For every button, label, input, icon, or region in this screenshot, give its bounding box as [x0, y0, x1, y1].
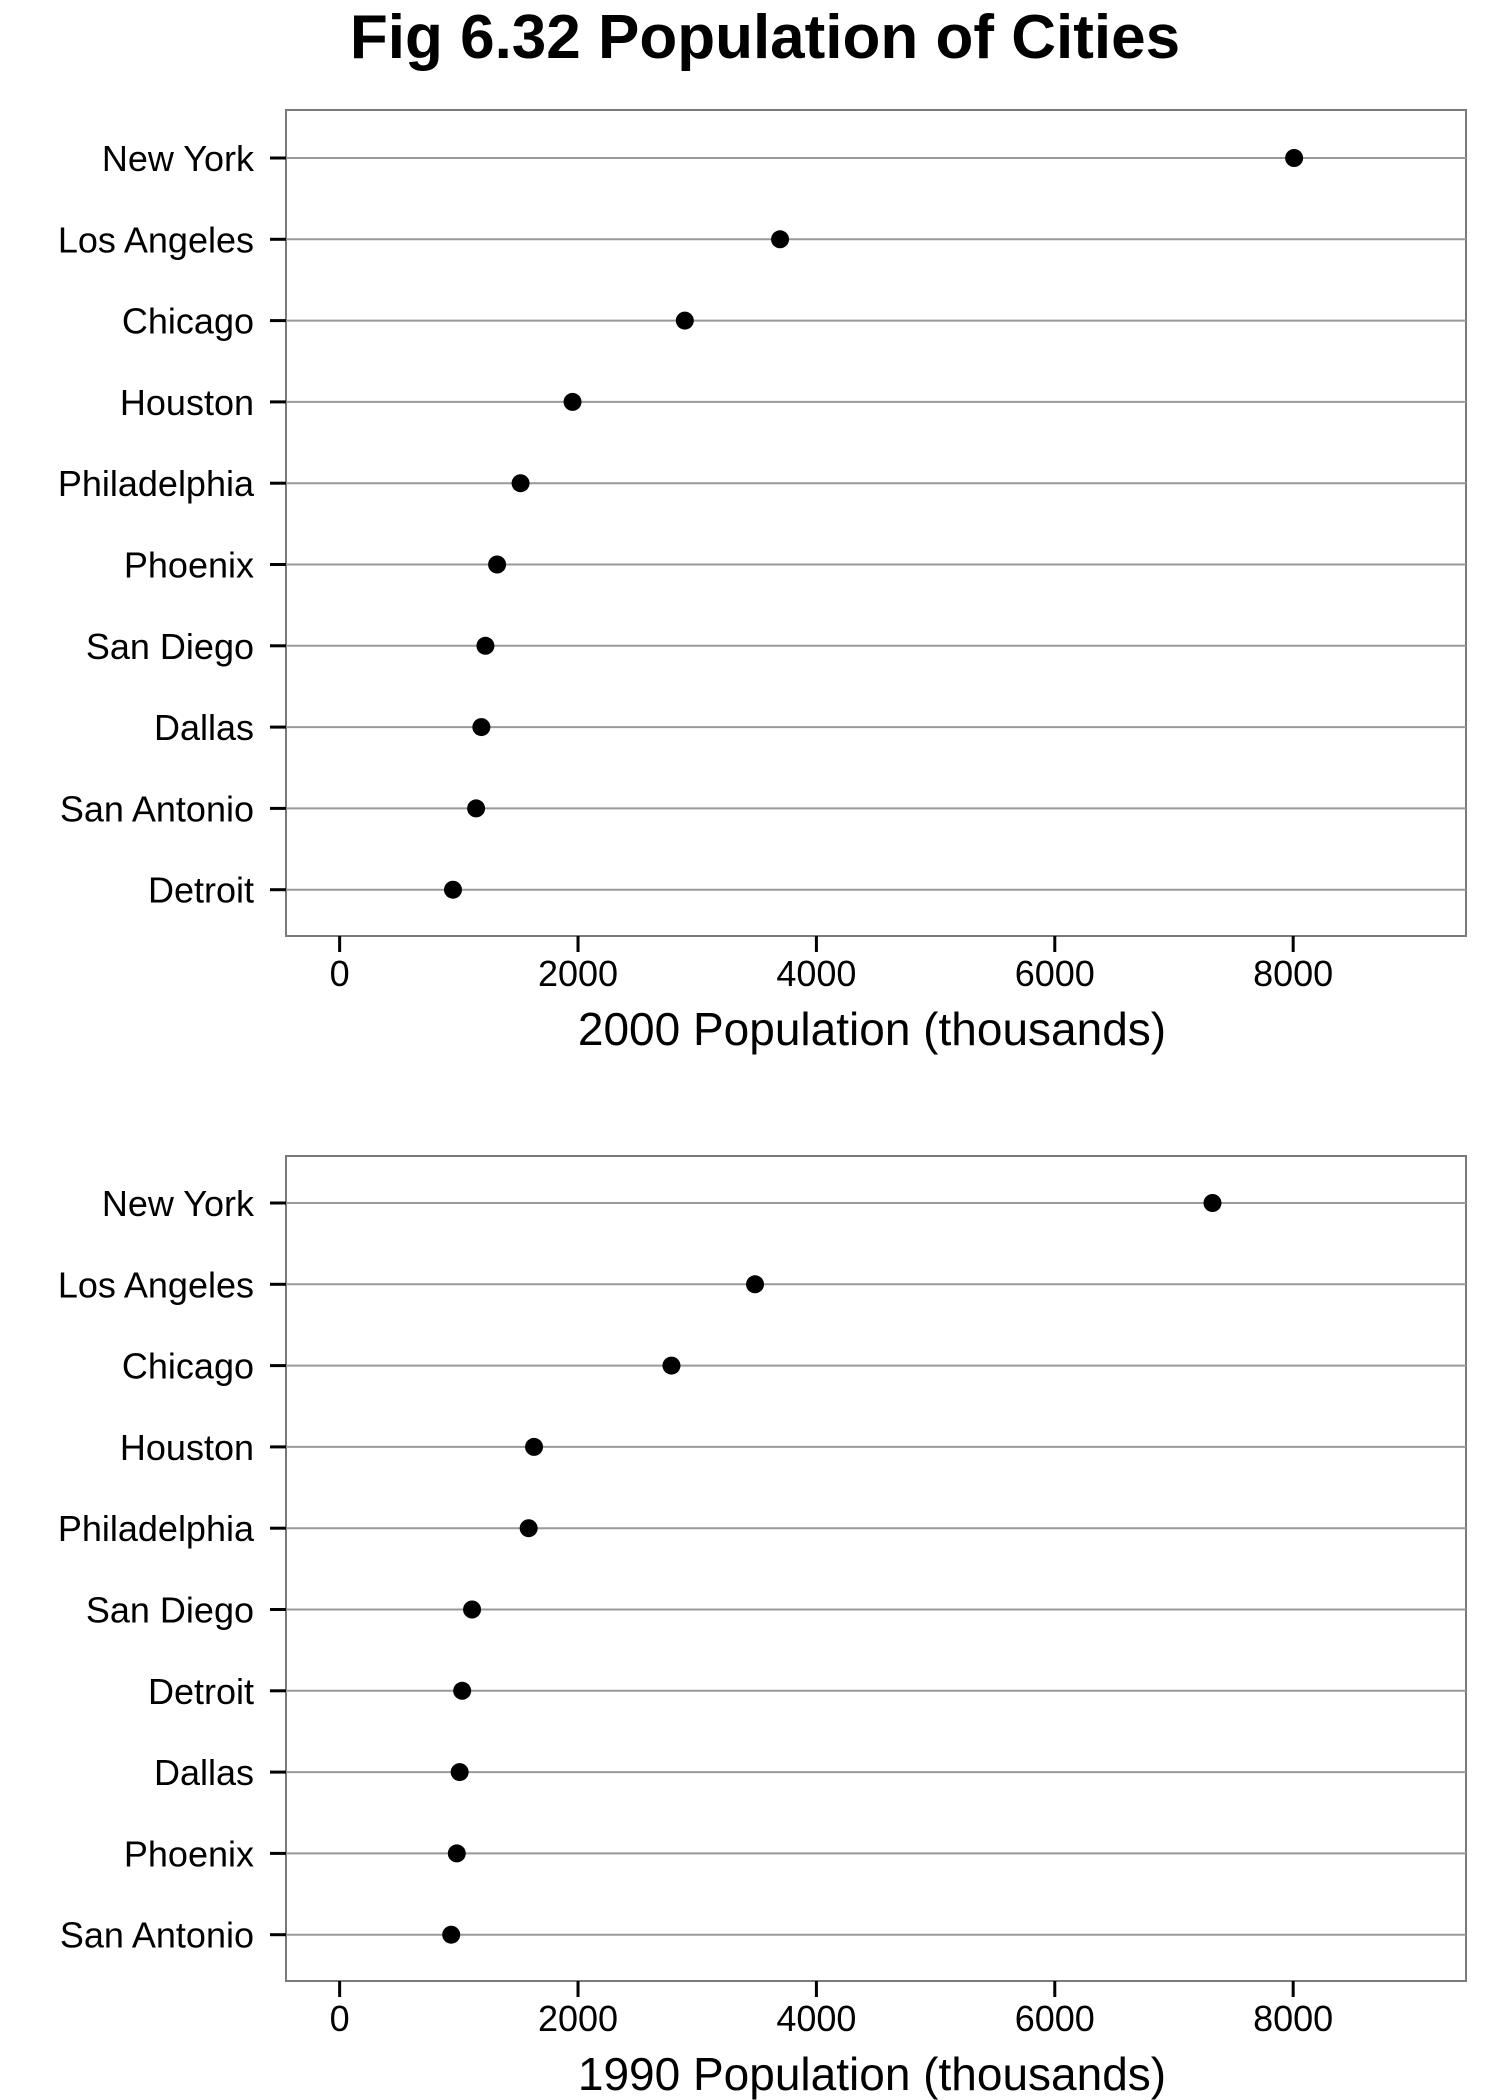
- category-label: Chicago: [122, 1346, 254, 1387]
- category-label: New York: [102, 1183, 255, 1224]
- x-axis-title: 2000 Population (thousands): [578, 1003, 1166, 1055]
- category-label: Los Angeles: [58, 219, 254, 260]
- category-label: Dallas: [154, 707, 254, 748]
- data-point: [453, 1681, 472, 1700]
- data-point: [467, 799, 486, 818]
- x-tick-label: 6000: [1015, 953, 1095, 994]
- data-point: [675, 311, 694, 330]
- data-point: [563, 392, 582, 411]
- plot-frame: [285, 1155, 1467, 1982]
- category-label: San Diego: [86, 626, 254, 667]
- data-point: [1203, 1194, 1222, 1212]
- category-label: Los Angeles: [58, 1264, 254, 1305]
- x-tick-label: 4000: [776, 953, 856, 994]
- data-point: [662, 1356, 681, 1375]
- data-point: [463, 1600, 482, 1619]
- category-label: Chicago: [122, 301, 254, 342]
- figure-title: Fig 6.32 Population of Cities: [350, 3, 1180, 72]
- category-label: San Antonio: [60, 1915, 254, 1956]
- data-point: [447, 1844, 466, 1863]
- data-point: [525, 1437, 544, 1456]
- panel-1990: New York Los Angeles Chicago Houston Philade…: [58, 1155, 1467, 2100]
- data-point: [450, 1763, 469, 1782]
- category-label: Houston: [120, 382, 254, 423]
- data-point: [488, 555, 507, 574]
- category-label: San Antonio: [60, 788, 254, 829]
- category-label: Detroit: [148, 870, 254, 911]
- data-point: [1285, 149, 1304, 167]
- category-label: Phoenix: [124, 545, 254, 586]
- data-point: [511, 474, 530, 493]
- x-tick-label: 8000: [1253, 953, 1333, 994]
- category-label: Philadelphia: [58, 463, 255, 504]
- category-label: Houston: [120, 1427, 254, 1468]
- x-tick-label: 4000: [776, 1998, 856, 2039]
- x-tick-label: 2000: [538, 953, 618, 994]
- panel-2000: New York Los Angeles Chicago Houston Philade…: [58, 109, 1467, 1055]
- x-tick-label: 6000: [1015, 1998, 1095, 2039]
- data-point: [746, 1275, 765, 1294]
- category-label: New York: [102, 138, 255, 179]
- data-point: [476, 636, 495, 655]
- category-label: Dallas: [154, 1752, 254, 1793]
- category-label: Philadelphia: [58, 1508, 255, 1549]
- x-axis-title: 1990 Population (thousands): [578, 2048, 1166, 2100]
- x-tick-label: 2000: [538, 1998, 618, 2039]
- plot-frame: [285, 109, 1467, 937]
- x-tick-label: 0: [330, 953, 350, 994]
- data-point: [771, 230, 790, 249]
- category-label: Phoenix: [124, 1833, 254, 1874]
- data-point: [472, 718, 491, 737]
- x-tick-label: 0: [330, 1998, 350, 2039]
- category-label: Detroit: [148, 1671, 254, 1712]
- x-tick-label: 8000: [1253, 1998, 1333, 2039]
- category-label: San Diego: [86, 1590, 254, 1631]
- data-point: [443, 880, 462, 899]
- data-point: [442, 1925, 461, 1944]
- data-point: [519, 1519, 538, 1538]
